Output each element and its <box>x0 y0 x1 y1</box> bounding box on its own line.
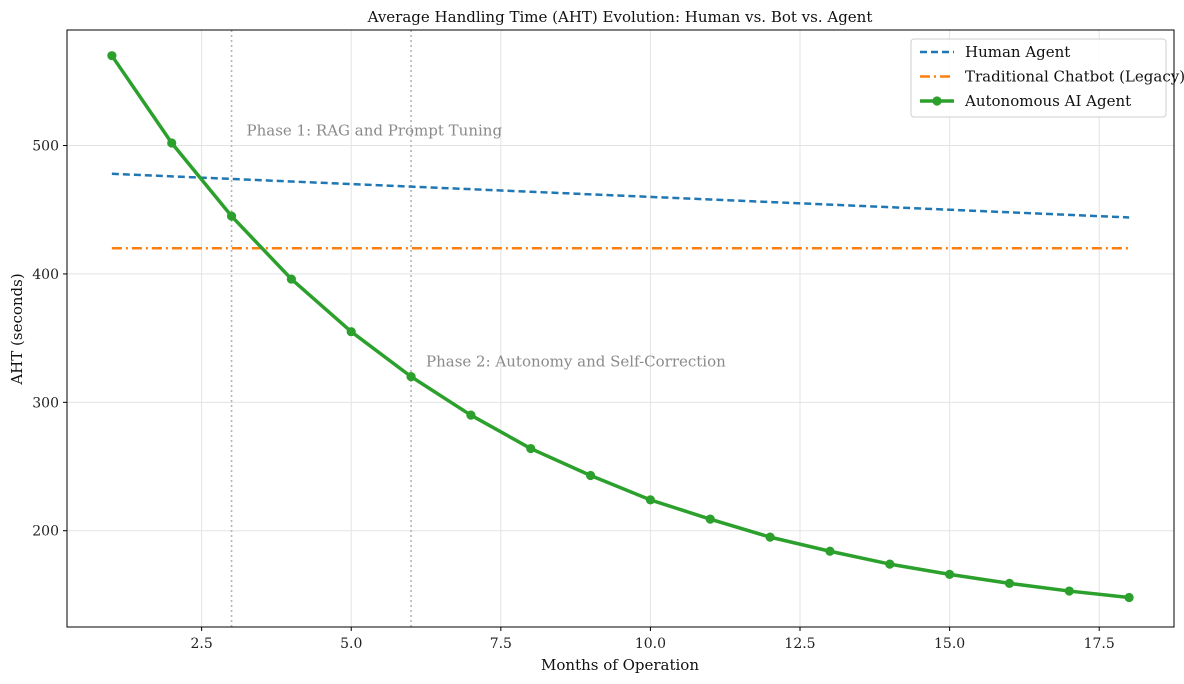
phase-divider-layer <box>230 30 412 627</box>
series-layer <box>107 51 1134 603</box>
legend: Human Agent Traditional Chatbot (Legacy) A… <box>910 38 1184 118</box>
legend-box <box>910 38 1167 118</box>
chart-title: Average Handling Time (AHT) Evolution: H… <box>367 8 873 26</box>
x-tick-label: 2.5 <box>191 636 213 652</box>
y-tick-label: 400 <box>32 267 59 283</box>
phase-annotation-2: Phase 2: Autonomy and Self-Correction <box>426 352 726 370</box>
legend-label: Autonomous AI Agent <box>964 92 1131 110</box>
data-point <box>526 443 536 454</box>
y-tick-label: 300 <box>32 395 59 411</box>
series-line-1 <box>111 172 1130 219</box>
data-point <box>585 470 596 481</box>
x-tick-label: 15.0 <box>934 636 965 652</box>
x-tick-label: 7.5 <box>490 636 512 652</box>
data-point <box>885 559 895 569</box>
data-point <box>705 514 715 524</box>
legend-label: Traditional Chatbot (Legacy) <box>965 68 1184 86</box>
plot-frame <box>66 29 1175 628</box>
phase-annotation-1: Phase 1: RAG and Prompt Tuning <box>247 121 503 139</box>
data-point <box>825 546 835 556</box>
data-point <box>226 211 237 221</box>
data-point <box>765 532 775 542</box>
y-axis-label: AHT (seconds) <box>8 273 26 385</box>
series-line-3 <box>110 54 1130 600</box>
data-point <box>945 569 955 579</box>
x-tick-label: 10.0 <box>635 636 666 652</box>
legend-label: Human Agent <box>965 43 1070 61</box>
data-point <box>1064 586 1074 596</box>
data-point <box>406 372 416 382</box>
legend-marker <box>932 96 942 106</box>
data-point <box>167 138 177 148</box>
axes-layer: 2.5 5.0 7.5 10.0 12.5 15.0 17.5 200 300 400 500 <box>32 29 1175 652</box>
x-tick-label: 17.5 <box>1084 636 1115 652</box>
data-point <box>286 274 296 284</box>
data-point <box>1124 592 1134 603</box>
data-point <box>1004 578 1015 588</box>
y-tick-label: 500 <box>32 139 59 155</box>
data-point <box>346 327 356 337</box>
data-point <box>107 51 117 61</box>
grid-layer <box>67 30 1174 627</box>
x-tick-label: 5.0 <box>340 636 362 652</box>
data-point <box>466 410 476 420</box>
annotation-layer: Phase 1: RAG and Prompt Tuning Phase 2: A… <box>247 121 727 370</box>
x-axis-label: Months of Operation <box>541 656 699 674</box>
y-tick-label: 200 <box>32 524 59 540</box>
x-tick-label: 12.5 <box>784 636 815 652</box>
data-point <box>645 495 656 505</box>
